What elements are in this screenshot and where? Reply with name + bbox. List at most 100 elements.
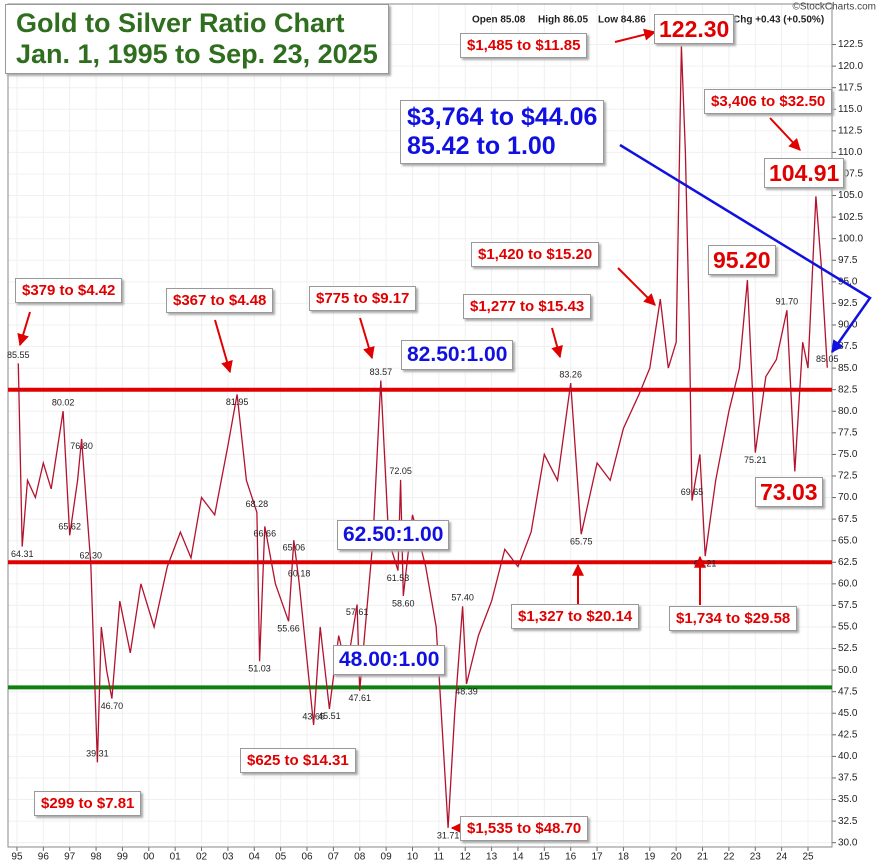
point-label: 66.66: [254, 529, 277, 539]
x-tick-label: 95: [11, 852, 23, 863]
x-tick-label: 16: [565, 852, 577, 863]
y-tick-label: 32.5: [838, 816, 858, 827]
point-label: 51.03: [248, 664, 271, 674]
point-label: 46.70: [101, 701, 124, 711]
price-annotation: $1,535 to $48.70: [460, 816, 589, 842]
x-tick-label: 98: [91, 852, 103, 863]
reference-label: 62.50:1.00: [337, 520, 450, 551]
y-tick-label: 122.5: [838, 39, 863, 50]
x-tick-label: 09: [381, 852, 393, 863]
y-tick-label: 35.0: [838, 794, 858, 805]
x-tick-label: 14: [512, 852, 524, 863]
x-tick-label: 22: [723, 852, 735, 863]
x-tick-label: 19: [644, 852, 656, 863]
plot-frame: [7, 3, 833, 848]
x-tick-label: 21: [697, 852, 709, 863]
x-tick-label: 23: [750, 852, 762, 863]
arrow: [17, 311, 31, 347]
point-label: 64.31: [11, 549, 34, 559]
point-label: 39.31: [86, 749, 109, 759]
point-label: 57.61: [346, 607, 369, 617]
quote: Chg +0.43 (+0.50%): [733, 15, 824, 26]
value-callout: 122.30: [654, 14, 735, 45]
y-tick-label: 97.5: [838, 255, 858, 266]
value-callout: 73.03: [755, 477, 823, 508]
point-label: 47.61: [348, 693, 371, 703]
point-label: 45.51: [318, 711, 341, 721]
arrow: [619, 143, 872, 354]
reference-label: 48.00:1.00: [333, 645, 446, 676]
y-tick-label: 115.0: [838, 104, 863, 115]
point-label: 60.18: [288, 569, 311, 579]
current-text: 85.42 to 1.00: [407, 131, 556, 160]
price-annotation: $379 to $4.42: [15, 278, 123, 304]
value-callout: 104.91: [764, 158, 845, 189]
quote: Open 85.08: [472, 15, 526, 26]
value-callout: 95.20: [708, 245, 776, 276]
x-tick-label: 13: [486, 852, 498, 863]
x-tick-label: 04: [249, 852, 261, 863]
point-label: 83.57: [370, 367, 393, 377]
y-tick-label: 52.5: [838, 643, 858, 654]
x-tick-label: 17: [591, 852, 603, 863]
x-tick-label: 96: [38, 852, 50, 863]
y-tick-label: 47.5: [838, 686, 858, 697]
y-tick-label: 50.0: [838, 665, 858, 676]
x-tick-label: 99: [117, 852, 129, 863]
y-tick-label: 95.0: [838, 276, 858, 287]
y-tick-label: 65.0: [838, 535, 858, 546]
y-tick-label: 57.5: [838, 600, 858, 611]
point-label: 76.80: [70, 441, 93, 451]
y-tick-label: 75.0: [838, 449, 858, 460]
x-tick-label: 00: [143, 852, 155, 863]
x-tick-label: 08: [354, 852, 366, 863]
quote: High 86.05: [538, 15, 588, 26]
y-tick-label: 67.5: [838, 514, 858, 525]
arrow: [214, 319, 233, 374]
price-annotation: $3,406 to $32.50: [704, 89, 833, 115]
y-tick-label: 87.5: [838, 341, 858, 352]
x-tick-label: 05: [275, 852, 287, 863]
point-label: 57.40: [451, 593, 474, 603]
x-tick-label: 12: [460, 852, 472, 863]
price-annotation: $1,277 to $15.43: [463, 294, 592, 320]
point-label: 72.05: [389, 466, 412, 476]
y-tick-label: 40.0: [838, 751, 858, 762]
price-annotation: $625 to $14.31: [240, 748, 356, 774]
y-tick-label: 62.5: [838, 557, 858, 568]
point-label: 65.75: [570, 537, 593, 547]
point-label: 85.05: [816, 354, 839, 364]
y-tick-label: 55.0: [838, 622, 858, 633]
y-tick-label: 120.0: [838, 61, 863, 72]
point-label: 61.53: [387, 573, 410, 583]
x-tick-label: 24: [776, 852, 788, 863]
y-tick-label: 80.0: [838, 406, 858, 417]
x-tick-label: 20: [671, 852, 683, 863]
arrow: [359, 317, 375, 360]
y-tick-label: 117.5: [838, 82, 863, 93]
point-label: 91.70: [776, 297, 799, 307]
x-tick-label: 15: [539, 852, 551, 863]
y-tick-label: 60.0: [838, 578, 858, 589]
price-annotation: $1,734 to $29.58: [669, 606, 798, 632]
title-box: Gold to Silver Ratio Chart Jan. 1, 1995 …: [5, 4, 389, 75]
y-tick-label: 107.5: [838, 169, 863, 180]
point-label: 75.21: [744, 455, 767, 465]
point-label: 81.95: [226, 397, 249, 407]
reference-label: 82.50:1.00: [401, 340, 514, 371]
x-tick-label: 03: [222, 852, 234, 863]
chart-subtitle: Jan. 1, 1995 to Sep. 23, 2025: [16, 39, 378, 70]
point-label: 65.06: [283, 543, 306, 553]
y-tick-label: 85.0: [838, 363, 858, 374]
y-tick-label: 42.5: [838, 729, 858, 740]
arrow: [617, 267, 656, 306]
y-tick-label: 110.0: [838, 147, 863, 158]
arrow: [769, 117, 801, 151]
point-label: 43.65: [302, 711, 325, 721]
current-text: $3,764 to $44.06: [407, 103, 598, 131]
y-tick-label: 112.5: [838, 125, 863, 136]
current-box: $3,764 to $44.06 85.42 to 1.00: [400, 100, 605, 164]
y-tick-label: 37.5: [838, 773, 858, 784]
price-annotation: $775 to $9.17: [309, 286, 417, 312]
